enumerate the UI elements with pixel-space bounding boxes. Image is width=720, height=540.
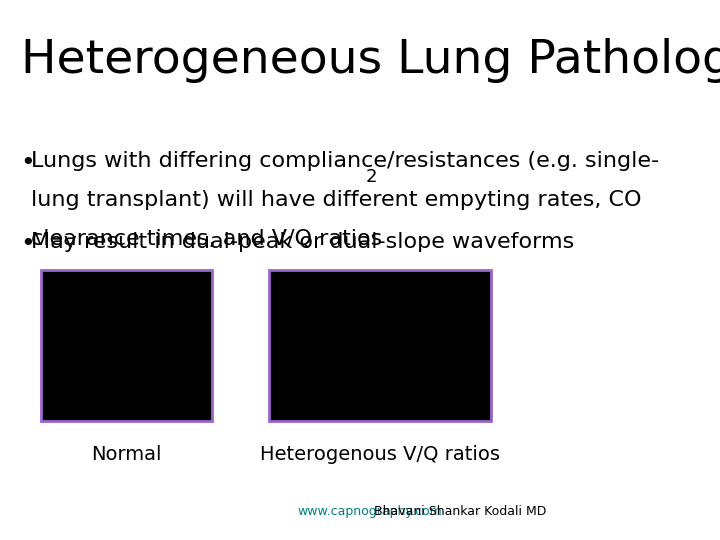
Text: Bhavani Shankar Kodali MD: Bhavani Shankar Kodali MD bbox=[371, 505, 546, 518]
Text: clearance times, and V/Q ratios: clearance times, and V/Q ratios bbox=[31, 229, 382, 249]
Text: Heterogenous V/Q ratios: Heterogenous V/Q ratios bbox=[260, 446, 500, 464]
Text: lung transplant) will have different empyting rates, CO: lung transplant) will have different emp… bbox=[31, 190, 642, 210]
FancyBboxPatch shape bbox=[269, 270, 491, 421]
Text: •: • bbox=[21, 232, 35, 256]
Text: www.capnography.com: www.capnography.com bbox=[297, 505, 442, 518]
Text: 2: 2 bbox=[366, 168, 377, 186]
Text: Normal: Normal bbox=[91, 446, 162, 464]
Text: May result in dual-peak or dual-slope waveforms: May result in dual-peak or dual-slope wa… bbox=[31, 232, 575, 252]
Text: Heterogeneous Lung Pathology: Heterogeneous Lung Pathology bbox=[21, 38, 720, 83]
Text: •: • bbox=[21, 151, 35, 175]
Text: Lungs with differing compliance/resistances (e.g. single-: Lungs with differing compliance/resistan… bbox=[31, 151, 659, 171]
FancyBboxPatch shape bbox=[41, 270, 212, 421]
